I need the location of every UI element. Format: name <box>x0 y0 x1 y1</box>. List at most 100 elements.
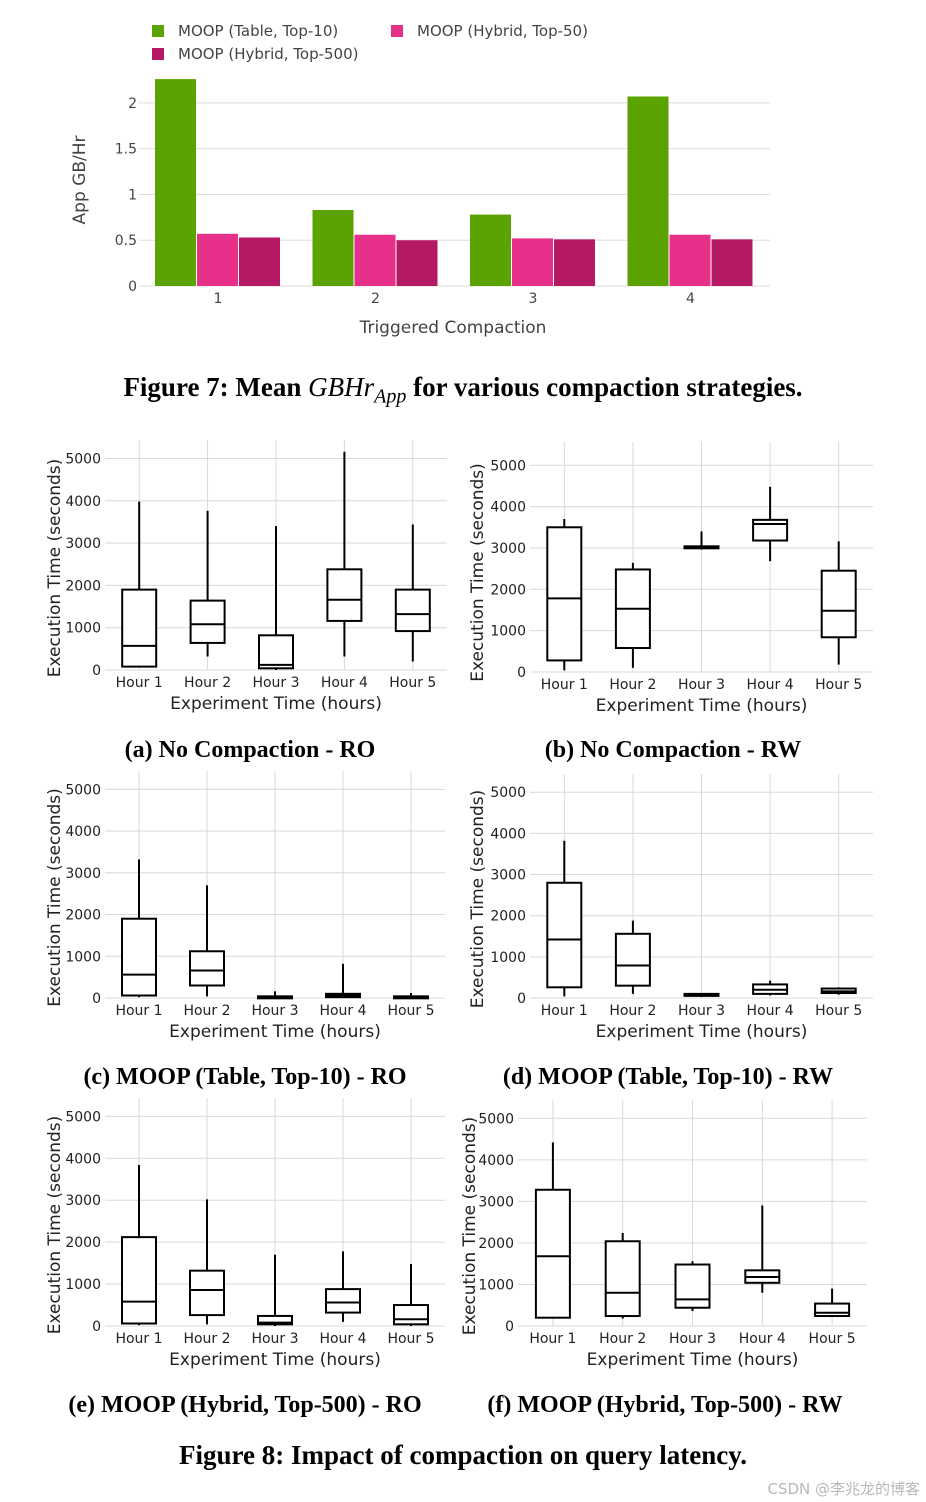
subcaption-text: MOOP (Hybrid, Top-500) - RW <box>511 1392 843 1418</box>
y-axis-title: Execution Time (seconds) <box>45 1116 65 1335</box>
y-tick-label: 5000 <box>65 451 101 467</box>
y-tick-label: 5000 <box>490 458 526 474</box>
y-tick-label: 1000 <box>65 949 101 965</box>
x-tick-label: Hour 1 <box>115 1003 162 1019</box>
x-tick-label: Hour 5 <box>809 1331 856 1347</box>
subplot-b-chart: 0 1000 2000 3000 4000 5000 Hour 1 Hour 2 Hour 3 H… <box>468 442 873 716</box>
box <box>325 1288 361 1314</box>
box <box>604 1240 641 1318</box>
y-tick-label: 3000 <box>65 1193 101 1209</box>
figure7-caption-math: GBHr <box>308 372 375 402</box>
x-axis-title: Triggered Compaction <box>359 318 547 338</box>
figure7-caption-suffix: for various compaction strategies. <box>406 372 803 402</box>
x-axis-title: Experiment Time (hours) <box>587 1350 799 1370</box>
x-tick-label: Hour 5 <box>815 1003 862 1019</box>
subcaption-b: (b) No Compaction - RW <box>463 737 883 764</box>
x-tick-label: Hour 5 <box>815 677 862 693</box>
figure7-caption-prefix: Figure 7: Mean <box>123 372 309 402</box>
y-tick-label: 2000 <box>65 908 101 924</box>
x-tick-label: Hour 2 <box>609 1003 656 1019</box>
legend-swatch <box>152 48 164 60</box>
y-tick-label: 4000 <box>490 826 526 842</box>
y-tick-label: 3000 <box>490 541 526 557</box>
subplot-f-chart: 0 1000 2000 3000 4000 5000 Hour 1 Hour 2 Hour 3 H… <box>460 1100 867 1370</box>
figure7-caption: Figure 7: Mean GBHrApp for various compa… <box>0 372 926 408</box>
box <box>121 588 158 668</box>
y-tick-label: 5000 <box>65 782 101 798</box>
y-tick-label: 2 <box>128 96 137 112</box>
y-tick-label: 3000 <box>478 1194 514 1210</box>
y-tick-label: 0 <box>128 279 137 295</box>
box <box>820 569 857 639</box>
y-tick-label: 3000 <box>65 536 101 552</box>
y-tick-label: 1000 <box>478 1277 514 1293</box>
y-tick-label: 4000 <box>65 494 101 510</box>
x-tick-label: Hour 4 <box>321 675 368 691</box>
x-axis-title: Experiment Time (hours) <box>170 694 382 714</box>
x-tick-label: 1 <box>214 291 223 307</box>
box <box>752 518 789 542</box>
y-tick-label: 0 <box>517 991 526 1007</box>
figure7-caption-subscript: App <box>374 385 407 408</box>
y-tick-label: 1 <box>128 187 137 203</box>
subcaption-text: MOOP (Table, Top-10) - RW <box>532 1064 834 1090</box>
x-axis-title: Experiment Time (hours) <box>596 1022 808 1042</box>
bar <box>669 234 711 286</box>
bar <box>197 233 238 286</box>
subcaption-label: (b) <box>544 737 575 763</box>
subcaption-label: (a) <box>124 737 153 763</box>
x-tick-label: Hour 3 <box>251 1331 298 1347</box>
box <box>189 950 225 987</box>
x-tick-label: Hour 1 <box>115 1331 162 1347</box>
x-tick-label: Hour 5 <box>387 1331 434 1347</box>
box <box>674 1263 711 1309</box>
subcaption-d: (d) MOOP (Table, Top-10) - RW <box>458 1064 878 1091</box>
x-tick-label: Hour 2 <box>599 1331 646 1347</box>
y-tick-label: 2000 <box>65 578 101 594</box>
y-tick-label: 2000 <box>490 582 526 598</box>
y-tick-label: 2000 <box>478 1236 514 1252</box>
y-tick-label: 0 <box>92 1319 101 1335</box>
subcaption-label: (d) <box>502 1064 533 1090</box>
x-tick-label: Hour 1 <box>541 677 588 693</box>
x-tick-label: Hour 2 <box>609 677 656 693</box>
y-tick-label: 2000 <box>65 1235 101 1251</box>
subplot-a-chart: 0 1000 2000 3000 4000 5000 Hour 1 Hour 2 Hour 3 H… <box>45 440 447 714</box>
box <box>258 634 294 670</box>
x-tick-label: Hour 1 <box>541 1003 588 1019</box>
subcaption-f: (f) MOOP (Hybrid, Top-500) - RW <box>455 1392 875 1419</box>
watermark: CSDN @李兆龙的博客 <box>767 1480 920 1498</box>
subplot-c-chart: 0 1000 2000 3000 4000 5000 Hour 1 Hour 2 Hour 3 H… <box>45 771 445 1042</box>
x-tick-label: Hour 2 <box>183 1003 230 1019</box>
subcaption-label: (f) <box>487 1392 512 1418</box>
x-tick-label: Hour 1 <box>529 1331 576 1347</box>
y-axis-title: Execution Time (seconds) <box>468 790 488 1009</box>
y-tick-label: 3000 <box>490 868 526 884</box>
legend-swatch <box>391 25 403 37</box>
y-tick-label: 5000 <box>478 1111 514 1127</box>
y-tick-label: 3000 <box>65 866 101 882</box>
x-tick-label: Hour 3 <box>252 675 299 691</box>
x-tick-label: Hour 5 <box>389 675 436 691</box>
legend-label: MOOP (Hybrid, Top-50) <box>417 22 588 40</box>
bar <box>155 79 196 286</box>
box <box>121 917 157 997</box>
y-tick-label: 4000 <box>478 1153 514 1169</box>
subcaption-label: (e) <box>68 1392 95 1418</box>
x-axis-title: Experiment Time (hours) <box>596 696 808 716</box>
x-tick-label: Hour 5 <box>387 1003 434 1019</box>
box <box>121 1236 157 1325</box>
box <box>546 526 583 662</box>
box <box>189 1269 225 1317</box>
box <box>393 1304 429 1326</box>
x-tick-label: Hour 2 <box>183 1331 230 1347</box>
y-tick-label: 0 <box>517 665 526 681</box>
x-tick-label: Hour 4 <box>739 1331 786 1347</box>
y-tick-label: 1000 <box>490 950 526 966</box>
bar <box>312 210 354 286</box>
x-tick-label: Hour 4 <box>319 1003 366 1019</box>
bar <box>470 214 511 286</box>
y-tick-label: 1000 <box>490 624 526 640</box>
y-tick-label: 1000 <box>65 621 101 637</box>
x-tick-label: 3 <box>529 291 538 307</box>
